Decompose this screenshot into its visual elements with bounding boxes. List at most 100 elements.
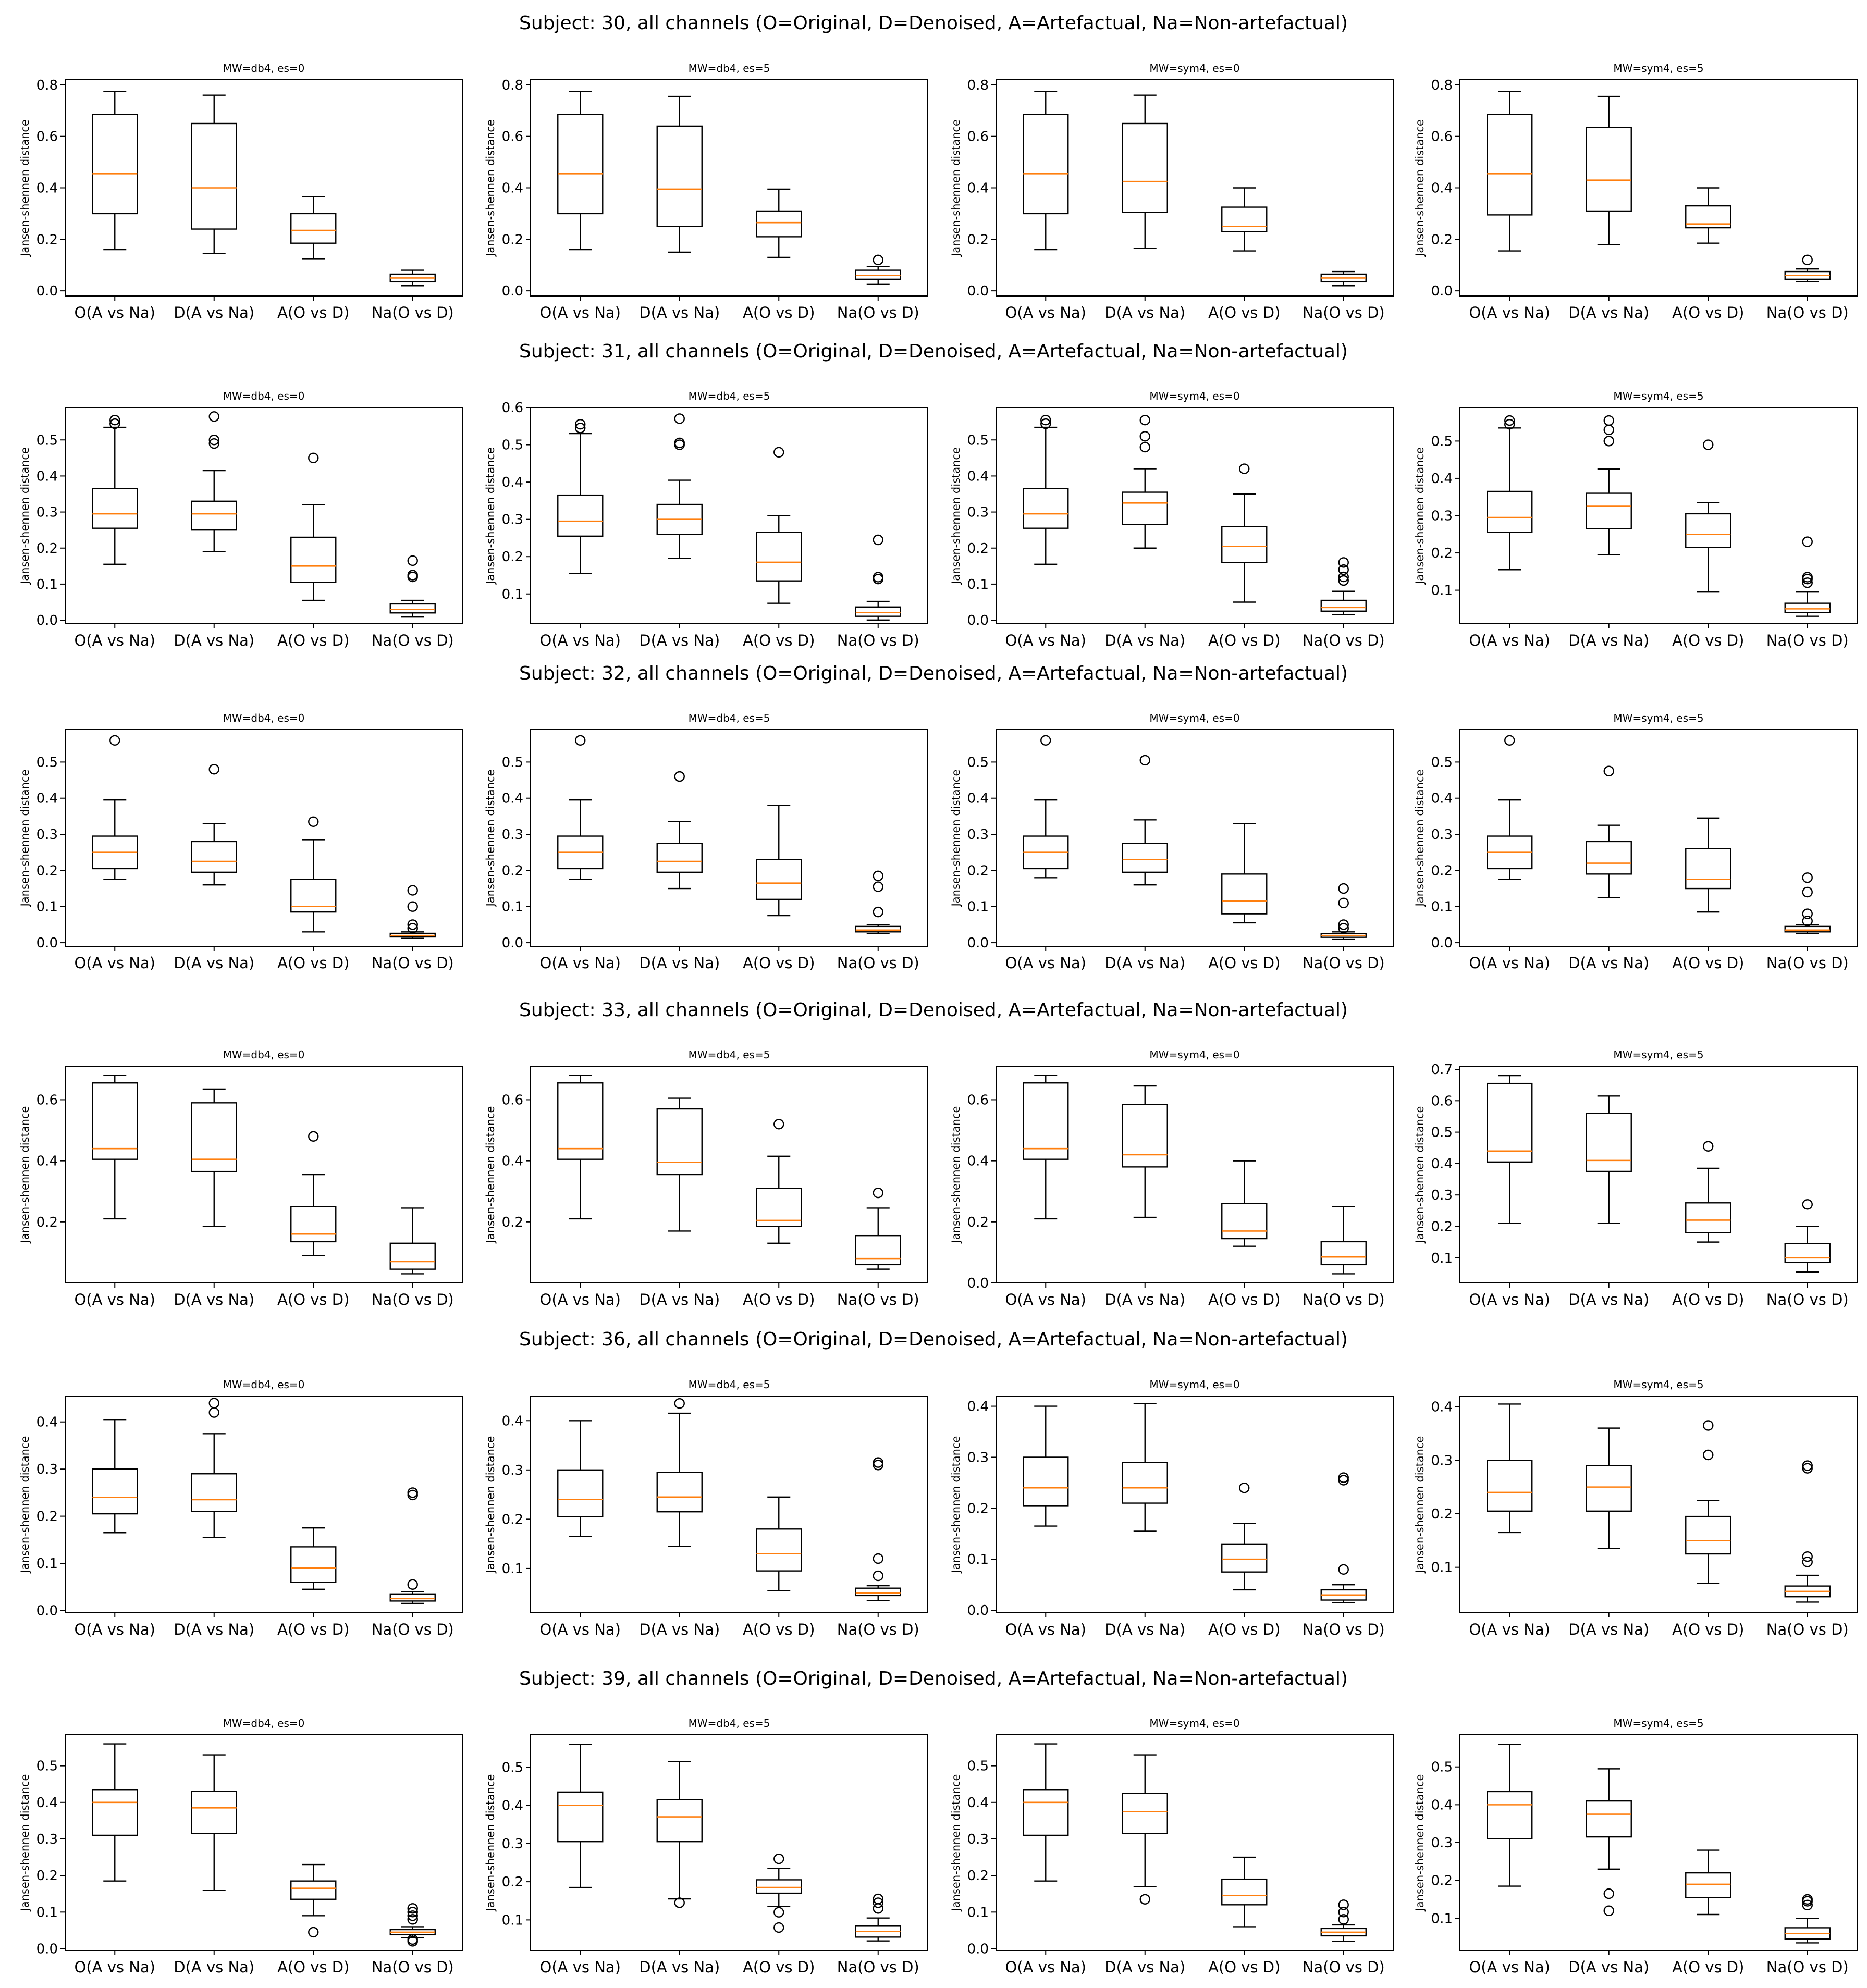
x-tick-label: A(O vs D): [1672, 1291, 1744, 1308]
outlier-point: [208, 411, 219, 422]
y-tick-label: 0.2: [1431, 1219, 1453, 1234]
outlier-point: [407, 919, 418, 930]
outlier-point: [674, 771, 685, 782]
axes-frame: [530, 1734, 928, 1951]
panel-title: MW=db4, es=0: [223, 62, 305, 75]
y-axis-label: Jansen-shennen distance: [484, 1106, 497, 1244]
y-axis-label: Jansen-shennen distance: [950, 1774, 962, 1912]
outlier-point: [407, 1903, 418, 1914]
y-tick-label: 0.4: [1431, 1797, 1453, 1813]
y-tick-label: 0.3: [36, 505, 58, 521]
x-tick-label: D(A vs Na): [1568, 304, 1649, 322]
x-tick-label: D(A vs Na): [1104, 1291, 1185, 1308]
suptitle-subject-33: Subject: 33, all channels (O=Original, D…: [519, 999, 1348, 1021]
outlier-point: [1338, 571, 1349, 583]
boxplot-panel: MW=db4, es=0 Jansen-shennen distance 0.2 0.…: [19, 1048, 463, 1308]
iqr-box: [756, 210, 802, 238]
iqr-box: [290, 1206, 337, 1243]
x-tick-label: Na(O vs D): [1303, 954, 1385, 972]
outlier-point: [1504, 415, 1515, 426]
outlier-point: [873, 1897, 883, 1908]
outlier-point: [1040, 418, 1051, 429]
y-tick-label: 0.6: [36, 129, 58, 145]
y-tick-label: 0.3: [1431, 509, 1453, 524]
iqr-box: [1487, 1082, 1533, 1163]
boxplot-panel: MW=db4, es=5 Jansen-shennen distance 0.0 0.…: [484, 62, 928, 322]
x-tick-label: A(O vs D): [1208, 1958, 1280, 1976]
axes-frame: [996, 1734, 1394, 1951]
iqr-box: [290, 1546, 337, 1583]
x-tick-label: D(A vs Na): [1568, 954, 1649, 972]
x-tick-label: Na(O vs D): [372, 954, 454, 972]
panel-title: MW=db4, es=5: [689, 1378, 770, 1391]
y-tick-label: 0.1: [1431, 1560, 1453, 1576]
axes-frame: [530, 729, 928, 947]
x-tick-label: A(O vs D): [277, 1291, 349, 1308]
x-tick-label: D(A vs Na): [1104, 304, 1185, 322]
x-tick-label: Na(O vs D): [372, 1291, 454, 1308]
iqr-box: [1586, 1800, 1632, 1838]
outlier-point: [308, 1927, 319, 1938]
boxplot-panel: MW=db4, es=0 Jansen-shennen distance 0.0 0.…: [19, 1717, 463, 1976]
y-tick-label: 0.4: [967, 791, 989, 807]
panel-title: MW=sym4, es=5: [1613, 1378, 1703, 1391]
x-tick-label: A(O vs D): [743, 954, 815, 972]
iqr-box: [92, 1789, 138, 1836]
panel-title: MW=db4, es=0: [223, 712, 305, 724]
iqr-box: [1221, 526, 1268, 563]
panel-title: MW=sym4, es=5: [1613, 1048, 1703, 1061]
outlier-point: [1802, 1551, 1813, 1562]
outlier-point: [308, 816, 319, 828]
y-tick-label: 0.6: [502, 129, 523, 145]
y-tick-label: 0.1: [967, 1552, 989, 1567]
panel-title: MW=db4, es=5: [689, 1717, 770, 1730]
boxplot-panel: MW=db4, es=0 Jansen-shennen distance 0.0 0.…: [19, 62, 463, 322]
y-tick-label: 0.1: [967, 899, 989, 915]
y-tick-label: 0.3: [1431, 1188, 1453, 1203]
y-tick-label: 0.4: [502, 475, 523, 490]
y-axis-label: Jansen-shennen distance: [19, 1436, 31, 1574]
y-tick-label: 0.1: [1431, 583, 1453, 599]
y-tick-label: 0.4: [967, 1154, 989, 1169]
y-tick-label: 0.0: [502, 935, 523, 951]
panel-title: MW=sym4, es=0: [1149, 62, 1239, 75]
x-tick-label: O(A vs Na): [540, 632, 621, 649]
iqr-box: [656, 1799, 703, 1843]
iqr-box: [756, 532, 802, 582]
panel-title: MW=sym4, es=0: [1149, 1717, 1239, 1730]
axes-frame: [65, 1396, 463, 1613]
outlier-point: [109, 735, 120, 746]
x-tick-label: Na(O vs D): [1303, 1291, 1385, 1308]
y-tick-label: 0.8: [36, 78, 58, 93]
outlier-point: [1703, 1141, 1714, 1152]
boxplot-panel: MW=db4, es=5 Jansen-shennen distance 0.1 0.…: [484, 390, 928, 649]
iqr-box: [1122, 122, 1168, 213]
x-tick-label: O(A vs Na): [1005, 1621, 1086, 1638]
boxplot-panel: MW=sym4, es=5 Jansen-shennen distance 0.1 0…: [1414, 1378, 1858, 1638]
iqr-box: [756, 1188, 802, 1227]
iqr-box: [1586, 841, 1632, 875]
iqr-box: [290, 213, 337, 244]
outlier-point: [873, 1570, 883, 1582]
x-tick-label: A(O vs D): [1672, 304, 1744, 322]
panel-title: MW=sym4, es=5: [1613, 1717, 1703, 1730]
y-tick-label: 0.2: [967, 541, 989, 557]
x-tick-label: A(O vs D): [1672, 1958, 1744, 1976]
x-tick-label: D(A vs Na): [1104, 1621, 1185, 1638]
outlier-point: [1338, 923, 1349, 934]
y-tick-label: 0.3: [967, 1450, 989, 1465]
panel-title: MW=sym4, es=5: [1613, 62, 1703, 75]
outlier-point: [1338, 1472, 1349, 1483]
outlier-point: [407, 923, 418, 934]
boxplot-panel: MW=db4, es=5 Jansen-shennen distance 0.2 0.…: [484, 1048, 928, 1308]
y-axis-label: Jansen-shennen distance: [1414, 1436, 1426, 1574]
outlier-point: [1802, 572, 1813, 583]
outlier-point: [1139, 755, 1150, 766]
iqr-box: [191, 1791, 237, 1834]
outlier-point: [1239, 1482, 1250, 1493]
y-tick-label: 0.6: [1431, 1093, 1453, 1109]
y-tick-label: 0.6: [967, 129, 989, 145]
x-tick-label: A(O vs D): [743, 1958, 815, 1976]
x-tick-label: Na(O vs D): [1766, 1621, 1849, 1638]
boxplot-panel: MW=db4, es=5 Jansen-shennen distance 0.1 0.…: [484, 1717, 928, 1976]
